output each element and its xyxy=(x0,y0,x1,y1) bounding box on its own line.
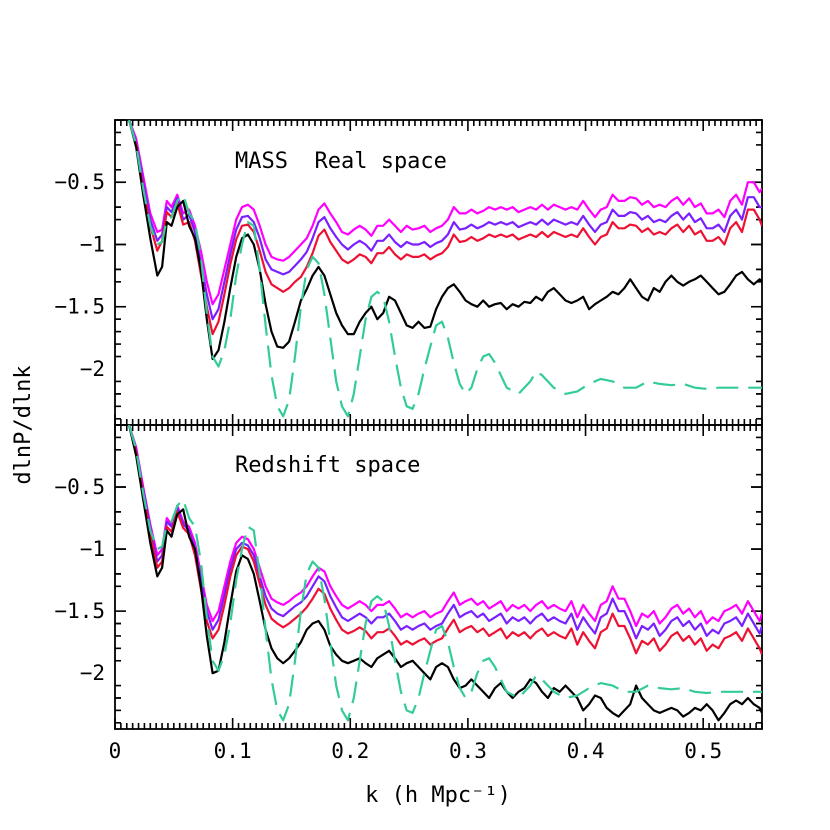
bottom-panel-ticks xyxy=(114,424,763,729)
x-tick-label: 0.5 xyxy=(684,739,722,763)
top-y-tick-label: −1.5 xyxy=(54,295,105,319)
bottom-panel-frame xyxy=(114,424,763,730)
x-axis-title: k (h Mpc⁻¹) xyxy=(365,783,511,808)
bottom-series-4 xyxy=(128,425,762,722)
y-axis-title: dlnP/dlnk xyxy=(11,365,36,484)
top-series-2 xyxy=(128,120,762,336)
bottom-panel-y-tick-labels: −0.5 −1 −1.5 −2 xyxy=(54,475,105,685)
x-tick-label: 0.3 xyxy=(449,739,487,763)
bottom-panel-series xyxy=(128,425,762,722)
bottom-y-tick-label: −1.5 xyxy=(54,599,105,623)
top-series-0 xyxy=(128,120,762,306)
top-series-3 xyxy=(128,120,762,361)
top-y-tick-label: −1 xyxy=(80,232,105,256)
x-tick-label: 0.1 xyxy=(214,739,252,763)
top-series-4 xyxy=(128,120,762,418)
top-y-tick-label: −0.5 xyxy=(54,170,105,194)
bottom-panel-label: Redshift space xyxy=(235,453,420,478)
top-series-1 xyxy=(128,120,762,321)
x-tick-label: 0.2 xyxy=(331,739,369,763)
top-panel-series xyxy=(128,120,762,418)
top-panel-y-tick-labels: −0.5 −1 −1.5 −2 xyxy=(54,170,105,381)
x-tick-labels: 0 0.1 0.2 0.3 0.4 0.5 xyxy=(109,739,722,763)
bottom-y-tick-label: −1 xyxy=(80,537,105,561)
bottom-y-tick-label: −2 xyxy=(80,661,105,685)
bottom-series-0 xyxy=(128,425,762,628)
top-panel-label: MASS Real space xyxy=(235,149,447,174)
bottom-series-3 xyxy=(128,425,762,722)
x-tick-label: 0.4 xyxy=(567,739,605,763)
top-panel-ticks xyxy=(114,119,763,425)
bottom-series-1 xyxy=(128,425,762,640)
top-y-tick-label: −2 xyxy=(80,357,105,381)
bottom-series-2 xyxy=(128,425,762,655)
x-tick-label: 0 xyxy=(109,739,122,763)
bottom-y-tick-label: −0.5 xyxy=(54,475,105,499)
